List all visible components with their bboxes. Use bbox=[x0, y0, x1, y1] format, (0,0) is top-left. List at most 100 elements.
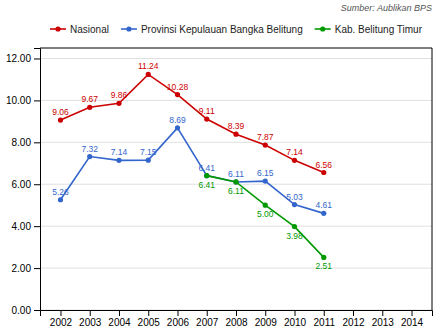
grid-line bbox=[40, 100, 432, 101]
legend-swatch bbox=[320, 26, 325, 31]
tick-mark bbox=[119, 310, 120, 316]
tick: 2.00 bbox=[12, 263, 40, 274]
data-label: 4.61 bbox=[315, 200, 332, 210]
tick-mark bbox=[353, 310, 354, 316]
point bbox=[204, 173, 209, 178]
point bbox=[263, 142, 268, 147]
tick: 2008 bbox=[225, 310, 248, 328]
tick-mark bbox=[90, 310, 91, 316]
point bbox=[175, 125, 180, 130]
grid-line bbox=[40, 226, 432, 227]
point bbox=[116, 158, 121, 163]
point bbox=[146, 72, 151, 77]
legend-swatch bbox=[55, 26, 60, 31]
tick: 2012 bbox=[342, 310, 365, 328]
point bbox=[87, 154, 92, 159]
point bbox=[263, 203, 268, 208]
point bbox=[87, 105, 92, 110]
data-label: 2.51 bbox=[315, 261, 332, 271]
plot-frame bbox=[432, 48, 433, 310]
tick-mark bbox=[34, 100, 40, 101]
data-label: 11.24 bbox=[138, 61, 159, 71]
data-label: 9.86 bbox=[111, 90, 128, 100]
tick-mark bbox=[34, 226, 40, 227]
tick-label: 2011 bbox=[314, 317, 336, 328]
data-label: 3.98 bbox=[286, 231, 303, 241]
grid-line bbox=[40, 268, 432, 269]
data-label: 6.11 bbox=[228, 169, 244, 179]
point bbox=[146, 158, 151, 163]
tick: 2007 bbox=[196, 310, 219, 328]
data-label: 9.06 bbox=[52, 107, 69, 117]
tick-label: 2013 bbox=[372, 317, 395, 328]
tick-mark bbox=[34, 268, 40, 269]
tick-mark bbox=[148, 310, 149, 316]
tick-mark bbox=[34, 310, 40, 311]
data-label: 6.11 bbox=[228, 186, 244, 196]
data-label: 9.67 bbox=[81, 94, 98, 104]
series-line bbox=[207, 176, 324, 258]
tick-label: 8.00 bbox=[12, 137, 32, 148]
tick: 6.00 bbox=[12, 179, 40, 190]
point bbox=[116, 101, 121, 106]
tick-label: 4.00 bbox=[12, 221, 32, 232]
plot-area bbox=[58, 72, 326, 260]
data-label: 7.14 bbox=[286, 147, 303, 157]
point bbox=[204, 173, 209, 178]
tick: 2002 bbox=[50, 310, 73, 328]
data-label: 7.14 bbox=[111, 147, 128, 157]
tick-label: 2007 bbox=[196, 317, 219, 328]
tick-label: 2002 bbox=[50, 317, 73, 328]
data-label: 6.15 bbox=[257, 168, 274, 178]
series-line bbox=[60, 128, 323, 214]
data-label: 7.15 bbox=[140, 147, 157, 157]
tick-label: 10.00 bbox=[6, 95, 31, 106]
tick-label: 2010 bbox=[284, 317, 307, 328]
data-label: 6.41 bbox=[198, 180, 215, 190]
grid-line bbox=[40, 142, 432, 143]
point bbox=[233, 179, 238, 184]
tick: 2009 bbox=[255, 310, 278, 328]
legend-label: Provinsi Kepulauan Bangka Belitung bbox=[141, 24, 303, 35]
tick-label: 0.00 bbox=[12, 305, 32, 316]
tick: 2014 bbox=[401, 310, 424, 328]
tick-mark bbox=[34, 58, 40, 59]
y-axis: 0.00 2.00 4.00 6.00 8.00 10.00 12.00 bbox=[6, 49, 41, 316]
data-label: 10.28 bbox=[167, 82, 189, 92]
tick-label: 2005 bbox=[138, 317, 161, 328]
legend-item: Provinsi Kepulauan Bangka Belitung bbox=[121, 24, 303, 35]
data-label: 6.56 bbox=[315, 160, 332, 170]
point bbox=[175, 92, 180, 97]
data-label: 8.39 bbox=[228, 121, 245, 131]
tick: 8.00 bbox=[12, 137, 40, 148]
annotation: Sumber: Aublikan BPS bbox=[341, 3, 432, 13]
legend-item: Kab. Belitung Timur bbox=[315, 24, 423, 35]
tick-label: 6.00 bbox=[12, 179, 32, 190]
point bbox=[292, 224, 297, 229]
tick: 12.00 bbox=[6, 53, 40, 64]
tick: 2003 bbox=[79, 310, 102, 328]
data-label: 7.32 bbox=[81, 144, 98, 154]
data-label: 6.41 bbox=[198, 163, 215, 173]
tick: 0.00 bbox=[12, 305, 40, 316]
tick-mark bbox=[34, 142, 40, 143]
point bbox=[321, 211, 326, 216]
tick: 2013 bbox=[372, 310, 395, 328]
data-label: 5.03 bbox=[286, 192, 303, 202]
legend-swatch bbox=[126, 26, 131, 31]
point bbox=[58, 197, 63, 202]
point bbox=[233, 132, 238, 137]
tick-mark bbox=[236, 310, 237, 316]
point bbox=[263, 178, 268, 183]
tick: 2004 bbox=[108, 310, 131, 328]
data-label: 5.00 bbox=[257, 209, 274, 219]
chart: 2002200320042005200620072008200920102011… bbox=[0, 0, 448, 332]
tick-label: 2012 bbox=[342, 317, 365, 328]
tick-label: 12.00 bbox=[6, 53, 31, 64]
tick-label: 2008 bbox=[225, 317, 248, 328]
x-axis: 2002200320042005200620072008200920102011… bbox=[41, 310, 433, 328]
tick-mark bbox=[265, 310, 266, 316]
tick-label: 2004 bbox=[108, 317, 131, 328]
tick-label: 2014 bbox=[401, 317, 424, 328]
tick-label: 2.00 bbox=[12, 263, 32, 274]
